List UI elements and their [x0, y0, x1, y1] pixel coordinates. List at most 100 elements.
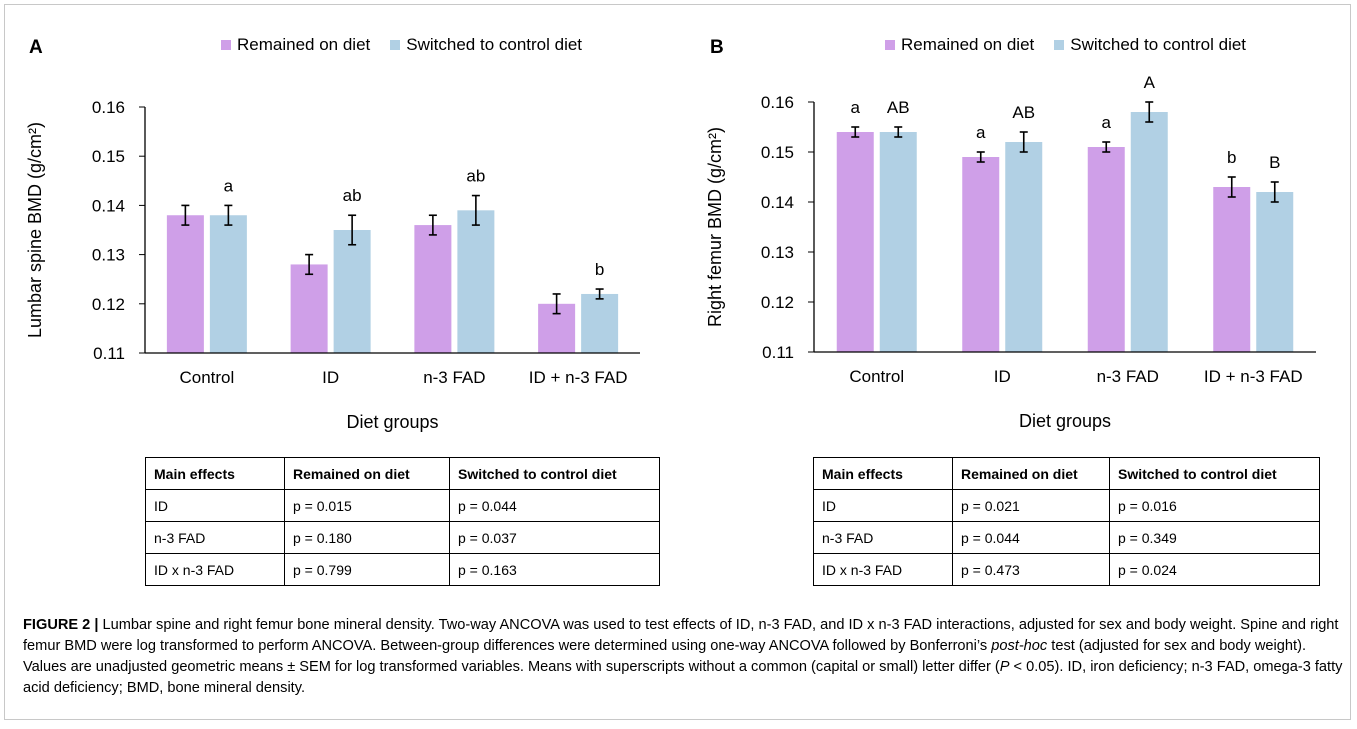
caption-text: < 0.05). ID, iron deficiency; n-3 FAD, o…	[23, 659, 1343, 696]
y-tick-label: 0.14	[761, 193, 794, 212]
data-label: AB	[1012, 103, 1035, 122]
table-cell: p = 0.015	[284, 489, 450, 522]
legend-swatch-remained	[221, 40, 231, 50]
table-row: n-3 FAD p = 0.044 p = 0.349	[813, 521, 1320, 554]
bar	[836, 132, 874, 352]
table-row: ID p = 0.015 p = 0.044	[145, 489, 660, 522]
main-effects-table-b: Main effects Remained on diet Switched t…	[813, 457, 1320, 586]
y-axis-title: Right femur BMD (g/cm²)	[705, 127, 725, 327]
x-tick-label: n-3 FAD	[1097, 367, 1159, 386]
y-tick-label: 0.14	[92, 196, 125, 215]
main-effects-table-a: Main effects Remained on diet Switched t…	[145, 457, 660, 586]
table-row: n-3 FAD p = 0.180 p = 0.037	[145, 521, 660, 554]
data-label: b	[595, 260, 604, 279]
x-axis-title: Diet groups	[1019, 411, 1111, 431]
legend-swatch-remained	[885, 40, 895, 50]
bar	[1213, 187, 1251, 352]
data-label: A	[1144, 73, 1156, 92]
legend-label-remained: Remained on diet	[901, 35, 1035, 54]
data-label: a	[976, 123, 986, 142]
panel-label: A	[29, 37, 43, 58]
caption-italic: post-hoc	[991, 638, 1048, 654]
bar	[962, 157, 1000, 352]
table-cell: n-3 FAD	[813, 521, 953, 554]
y-tick-label: 0.13	[92, 246, 125, 265]
y-tick-label: 0.11	[762, 343, 794, 362]
table-header-row: Main effects Remained on diet Switched t…	[145, 457, 660, 490]
table-cell: ID	[813, 489, 953, 522]
table-header: Remained on diet	[952, 457, 1110, 490]
x-tick-label: Control	[849, 367, 904, 386]
legend-label-switched: Switched to control diet	[406, 35, 583, 54]
bar	[290, 264, 328, 353]
table-header: Main effects	[145, 457, 285, 490]
table-cell: p = 0.021	[952, 489, 1110, 522]
legend-item-remained: Remained on diet	[885, 35, 1034, 55]
table-cell: p = 0.016	[1109, 489, 1320, 522]
table-header: Switched to control diet	[449, 457, 660, 490]
legend-item-switched: Switched to control diet	[390, 35, 582, 55]
y-axis-title: Lumbar spine BMD (g/cm²)	[25, 122, 45, 338]
x-tick-label: ID + n-3 FAD	[1204, 367, 1303, 386]
bar	[581, 293, 619, 353]
table-cell: ID x n-3 FAD	[813, 553, 953, 586]
x-axis-title: Diet groups	[346, 412, 438, 432]
bar	[1005, 142, 1043, 352]
table-row: ID x n-3 FAD p = 0.799 p = 0.163	[145, 553, 660, 586]
x-tick-label: Control	[179, 368, 234, 387]
data-label: a	[1102, 113, 1112, 132]
y-tick-label: 0.15	[92, 147, 125, 166]
bar	[209, 215, 247, 353]
y-tick-label: 0.12	[761, 293, 794, 312]
x-tick-label: ID	[994, 367, 1011, 386]
y-tick-label: 0.16	[92, 98, 125, 117]
data-label: B	[1269, 153, 1280, 172]
data-label: AB	[887, 98, 910, 117]
y-tick-label: 0.13	[761, 243, 794, 262]
table-header: Remained on diet	[284, 457, 450, 490]
table-header: Switched to control diet	[1109, 457, 1320, 490]
table-cell: p = 0.037	[449, 521, 660, 554]
table-header: Main effects	[813, 457, 953, 490]
y-tick-label: 0.11	[93, 344, 125, 363]
bar	[879, 132, 917, 352]
panel-b: B Remained on diet Switched to control d…	[685, 5, 1355, 460]
caption-text: test (adjusted for sex and body weight).…	[23, 638, 1306, 675]
data-label: ab	[343, 186, 362, 205]
x-tick-label: n-3 FAD	[423, 368, 485, 387]
lumbar-spine-chart: 0.11 0.12 0.13 0.14 0.15 0.16 a Control ab ID ab n-…	[25, 98, 640, 432]
data-label: a	[224, 176, 234, 195]
bar	[1256, 192, 1294, 352]
figure-caption: FIGURE 2 | Lumbar spine and right femur …	[23, 615, 1343, 699]
table-cell: p = 0.044	[952, 521, 1110, 554]
bar	[166, 215, 204, 353]
table-cell: p = 0.163	[449, 553, 660, 586]
legend-item-remained: Remained on diet	[221, 35, 370, 55]
bar	[414, 225, 452, 353]
data-label: b	[1227, 148, 1236, 167]
x-tick-label: ID	[322, 368, 339, 387]
legend: Remained on diet Switched to control die…	[221, 35, 602, 55]
table-header-row: Main effects Remained on diet Switched t…	[813, 457, 1320, 490]
x-tick-label: ID + n-3 FAD	[529, 368, 628, 387]
legend-label-remained: Remained on diet	[237, 35, 371, 54]
caption-italic: P	[999, 659, 1010, 675]
table-cell: p = 0.180	[284, 521, 450, 554]
caption-label: FIGURE 2 |	[23, 617, 99, 633]
table-cell: ID	[145, 489, 285, 522]
legend: Remained on diet Switched to control die…	[885, 35, 1266, 55]
table-cell: p = 0.044	[449, 489, 660, 522]
table-cell: p = 0.349	[1109, 521, 1320, 554]
bar	[457, 210, 495, 353]
figure-frame: A Remained on diet Switched to control d…	[4, 4, 1351, 720]
bar	[1130, 112, 1168, 352]
table-cell: p = 0.024	[1109, 553, 1320, 586]
bar	[333, 230, 371, 353]
panel-a: A Remained on diet Switched to control d…	[5, 5, 675, 460]
table-row: ID x n-3 FAD p = 0.473 p = 0.024	[813, 553, 1320, 586]
legend-swatch-switched	[1054, 40, 1065, 50]
table-cell: p = 0.799	[284, 553, 450, 586]
y-tick-label: 0.15	[761, 143, 794, 162]
legend-swatch-switched	[390, 40, 401, 50]
legend-label-switched: Switched to control diet	[1070, 35, 1247, 54]
